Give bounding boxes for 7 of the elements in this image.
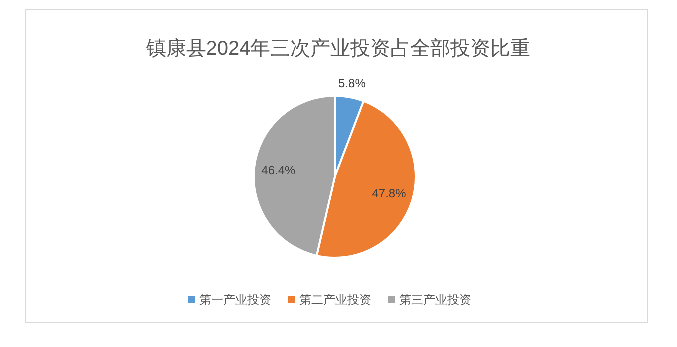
legend-label: 第一产业投资 (200, 293, 272, 307)
legend-label: 第二产业投资 (300, 293, 372, 307)
chart-title: 镇康县2024年三次产业投资占全部投资比重 (145, 38, 531, 60)
legend-label: 第三产业投资 (400, 293, 472, 307)
data-label: 46.4% (262, 164, 296, 178)
data-label: 47.8% (372, 186, 407, 200)
data-label: 5.8% (338, 76, 366, 91)
